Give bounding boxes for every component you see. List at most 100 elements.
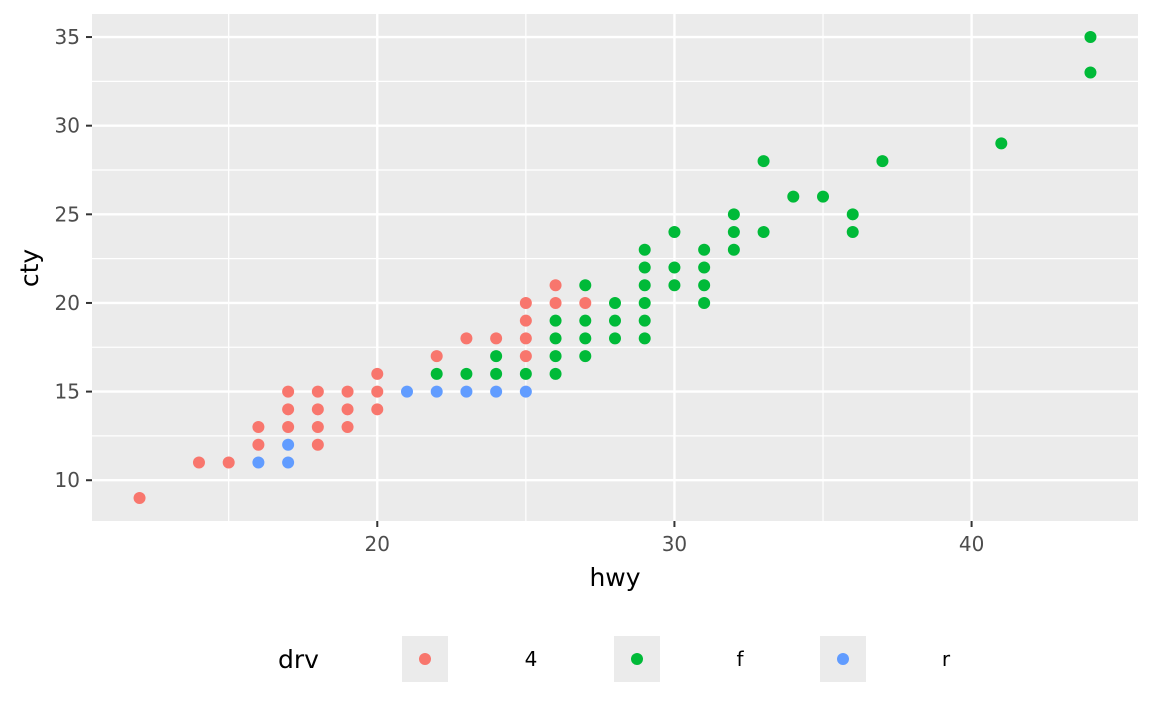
plot-panel <box>92 14 1138 521</box>
data-point-f <box>609 296 621 309</box>
data-point-4 <box>341 385 354 398</box>
data-point-4 <box>430 350 443 363</box>
x-tick-label: 20 <box>365 532 390 556</box>
data-point-f <box>579 279 592 292</box>
data-point-f <box>579 314 592 327</box>
data-point-f <box>638 314 651 327</box>
data-point-4 <box>311 403 324 416</box>
data-point-f <box>638 279 651 292</box>
data-point-4 <box>519 350 532 363</box>
data-point-r <box>282 438 295 451</box>
legend-label-r: r <box>942 647 951 671</box>
data-point-f <box>846 226 859 239</box>
data-point-f <box>876 155 889 168</box>
legend-symbol-f <box>631 653 643 665</box>
data-point-4 <box>371 385 384 398</box>
data-point-f <box>638 296 651 309</box>
data-point-f <box>490 367 503 380</box>
data-point-f <box>668 226 681 239</box>
data-point-f <box>1084 31 1097 44</box>
minor-gridlines <box>92 14 1138 521</box>
legend-symbol-r <box>837 653 849 665</box>
x-tick-label: 30 <box>662 532 687 556</box>
data-point-f <box>638 332 651 345</box>
data-point-r <box>282 456 295 469</box>
data-point-f <box>727 226 740 239</box>
data-point-f <box>609 314 621 327</box>
data-point-f <box>727 243 740 256</box>
data-point-f <box>668 279 681 292</box>
y-axis: 10 15 20 25 30 35 <box>55 25 92 492</box>
data-point-4 <box>460 332 473 345</box>
legend-label-f: f <box>736 647 744 671</box>
data-point-f <box>787 190 800 203</box>
data-point-4 <box>579 296 592 309</box>
data-point-4 <box>311 385 324 398</box>
legend: drv 4 f r <box>278 636 951 682</box>
data-point-4 <box>133 491 146 504</box>
y-tick-label: 20 <box>55 291 80 315</box>
data-point-4 <box>371 367 384 380</box>
data-points <box>133 31 1097 504</box>
y-tick-label: 15 <box>55 380 80 404</box>
data-point-f <box>549 367 562 380</box>
data-point-f <box>757 226 770 239</box>
data-point-4 <box>371 403 384 416</box>
data-point-4 <box>341 421 354 434</box>
data-point-f <box>757 155 770 168</box>
data-point-f <box>430 367 443 380</box>
data-point-4 <box>341 403 354 416</box>
legend-label-4: 4 <box>525 647 538 671</box>
data-point-r <box>400 385 413 398</box>
data-point-f <box>549 332 562 345</box>
y-tick-label: 25 <box>55 202 80 226</box>
data-point-r <box>490 385 503 398</box>
x-axis-title: hwy <box>589 563 640 592</box>
data-point-4 <box>192 456 205 469</box>
data-point-r <box>430 385 443 398</box>
data-point-4 <box>519 332 532 345</box>
legend-symbol-4 <box>419 653 431 665</box>
data-point-f <box>727 208 740 221</box>
data-point-4 <box>549 296 562 309</box>
data-point-4 <box>252 438 265 451</box>
y-tick-label: 10 <box>55 468 80 492</box>
data-point-f <box>817 190 830 203</box>
data-point-f <box>698 279 711 292</box>
data-point-f <box>668 261 681 274</box>
data-point-4 <box>282 385 295 398</box>
data-point-f <box>609 332 621 345</box>
data-point-f <box>698 261 711 274</box>
x-tick-label: 40 <box>959 532 984 556</box>
data-point-f <box>995 137 1008 150</box>
y-tick-label: 30 <box>55 114 80 138</box>
data-point-4 <box>549 279 562 292</box>
data-point-4 <box>222 456 235 469</box>
data-point-f <box>549 350 562 363</box>
data-point-f <box>698 296 711 309</box>
data-point-f <box>698 243 711 256</box>
data-point-r <box>519 385 532 398</box>
x-axis: 20 30 40 <box>365 521 984 556</box>
data-point-4 <box>490 332 503 345</box>
data-point-f <box>1084 66 1097 79</box>
data-point-f <box>638 243 651 256</box>
data-point-4 <box>252 421 265 434</box>
data-point-f <box>846 208 859 221</box>
data-point-4 <box>311 438 324 451</box>
y-tick-label: 35 <box>55 25 80 49</box>
data-point-4 <box>519 314 532 327</box>
data-point-f <box>519 367 532 380</box>
data-point-4 <box>519 296 532 309</box>
data-point-f <box>579 332 592 345</box>
legend-title: drv <box>278 645 319 674</box>
data-point-r <box>252 456 265 469</box>
data-point-r <box>460 385 473 398</box>
y-axis-title: cty <box>15 249 44 288</box>
data-point-4 <box>282 403 295 416</box>
data-point-f <box>460 367 473 380</box>
data-point-f <box>549 314 562 327</box>
data-point-4 <box>282 421 295 434</box>
data-point-f <box>638 261 651 274</box>
